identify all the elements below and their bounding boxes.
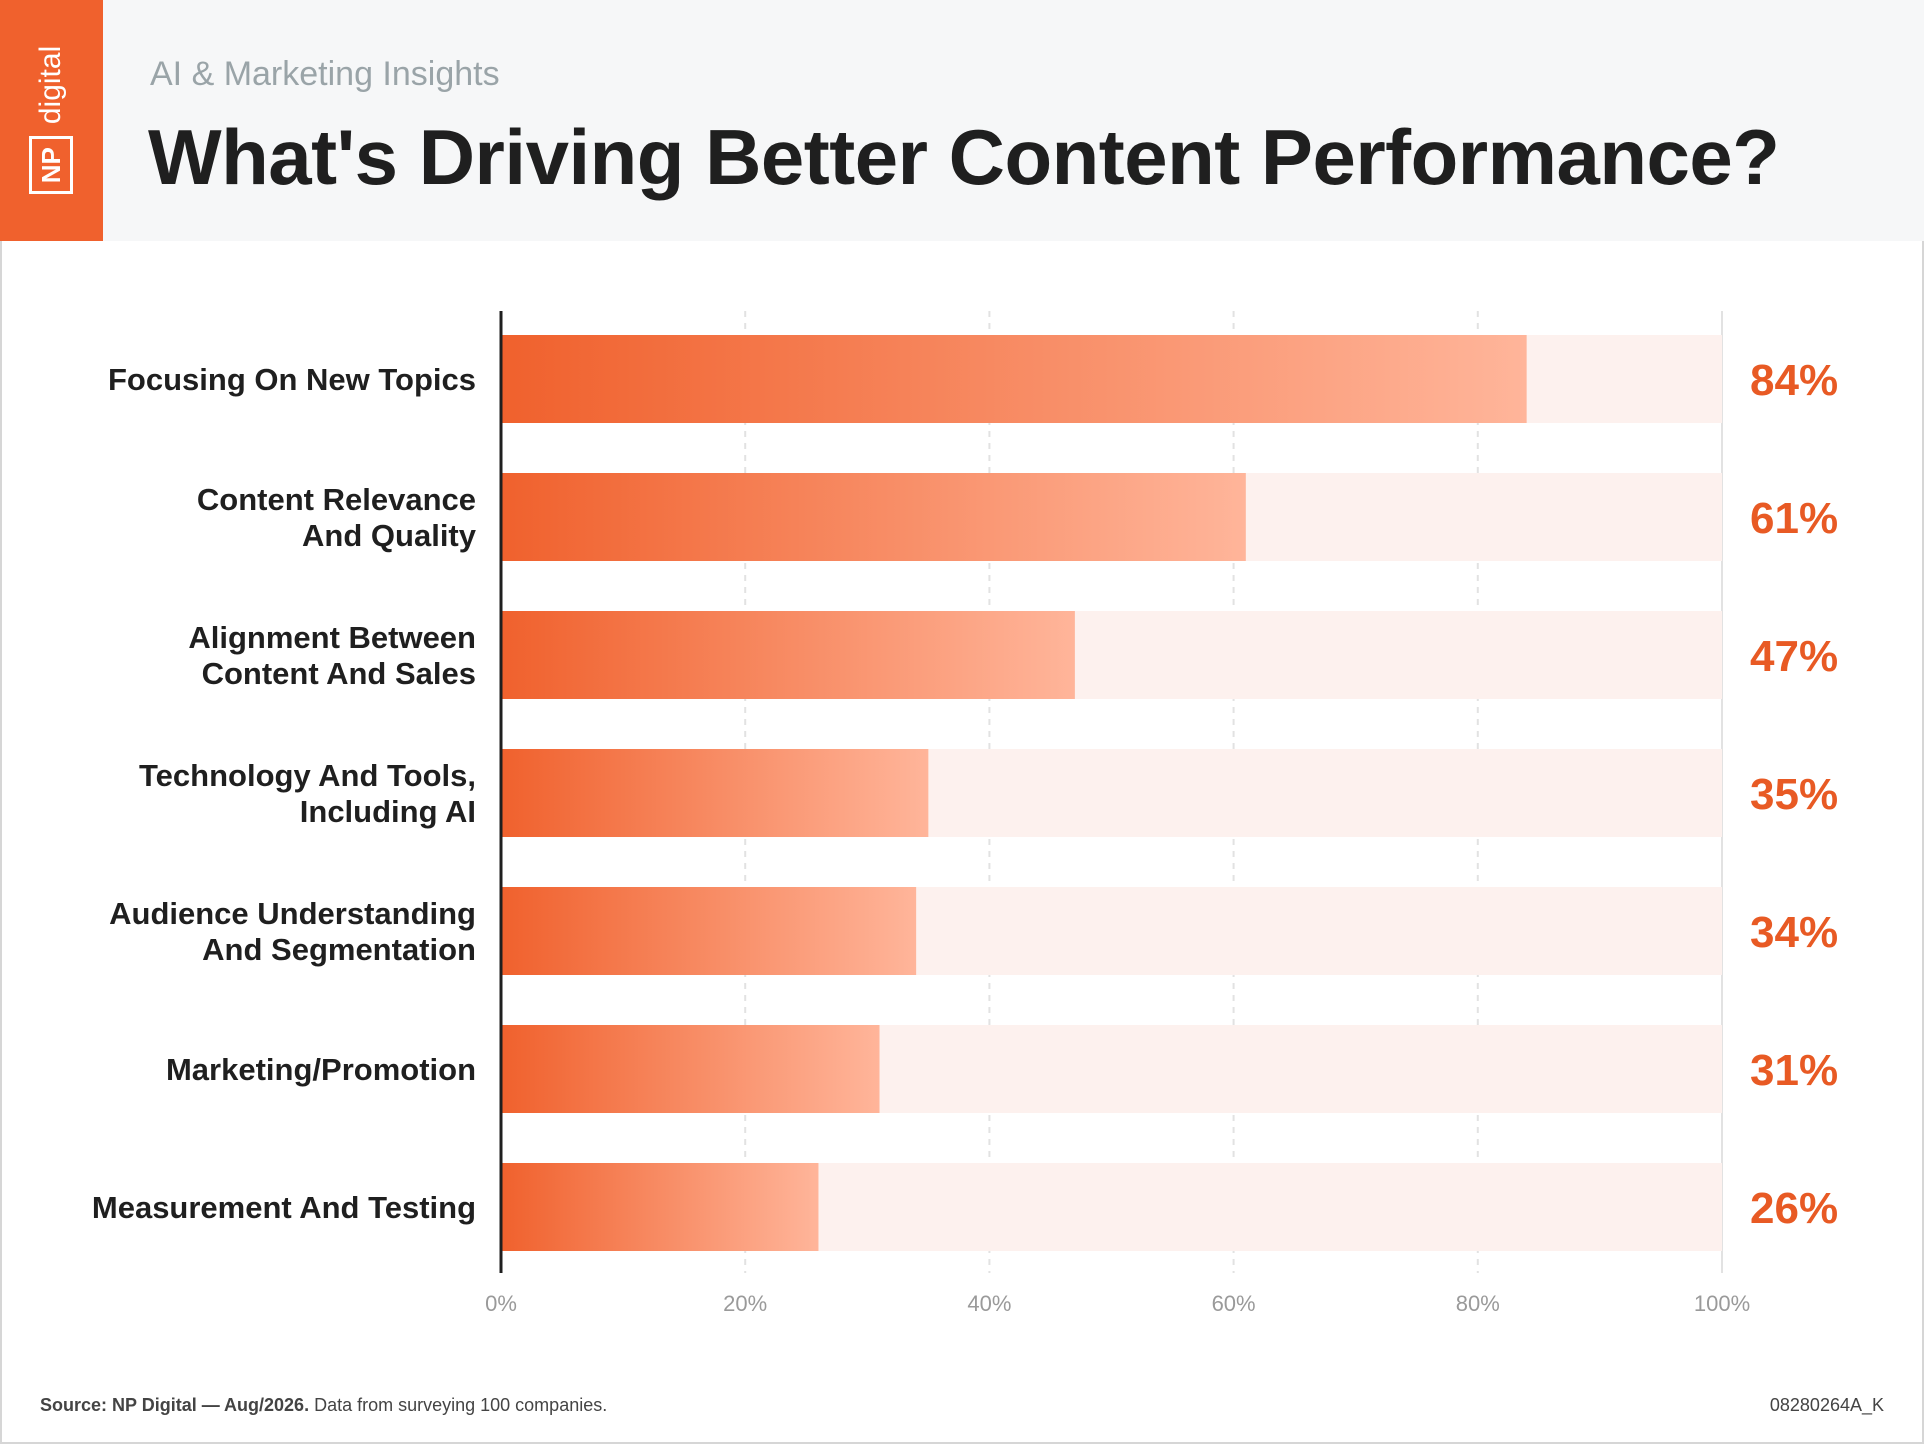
x-tick-label: 40%: [967, 1291, 1011, 1316]
category-label: And Quality: [302, 518, 477, 553]
x-tick-label: 60%: [1212, 1291, 1256, 1316]
logo-digital-text: digital: [34, 45, 67, 125]
bar: [501, 1163, 819, 1251]
category-label: Measurement And Testing: [92, 1190, 476, 1225]
page-subtitle: AI & Marketing Insights: [150, 55, 500, 93]
x-tick-label: 20%: [723, 1291, 767, 1316]
value-label: 31%: [1750, 1046, 1838, 1095]
category-label: And Segmentation: [202, 932, 476, 967]
category-label: Focusing On New Topics: [108, 362, 476, 397]
value-label: 61%: [1750, 494, 1838, 543]
value-label: 47%: [1750, 632, 1838, 681]
header: NP digital AI & Marketing Insights What'…: [0, 0, 1924, 241]
value-label: 84%: [1750, 356, 1838, 405]
bar: [501, 1025, 880, 1113]
graphic-code: 08280264A_K: [1769, 1395, 1884, 1415]
source-label: Source: NP Digital — Aug/2026.: [40, 1395, 310, 1415]
value-label: 26%: [1750, 1184, 1838, 1233]
x-tick-label: 0%: [485, 1291, 517, 1316]
source-detail: Data from surveying 100 companies.: [309, 1395, 608, 1415]
category-label: Content Relevance: [197, 482, 476, 517]
category-label: Including AI: [300, 794, 476, 829]
bar: [501, 611, 1075, 699]
category-label: Alignment Between: [188, 620, 476, 655]
x-tick-label: 100%: [1694, 1291, 1750, 1316]
category-label: Technology And Tools,: [139, 758, 476, 793]
bar: [501, 473, 1246, 561]
logo-np-mark: NP: [29, 136, 73, 195]
source-note: Source: NP Digital — Aug/2026. Data from…: [40, 1395, 607, 1416]
page-title: What's Driving Better Content Performanc…: [148, 113, 1780, 201]
np-digital-logo: NP digital: [0, 0, 103, 241]
category-label: Content And Sales: [202, 656, 476, 691]
value-label: 35%: [1750, 770, 1838, 819]
x-tick-label: 80%: [1456, 1291, 1500, 1316]
category-label: Marketing/Promotion: [166, 1052, 476, 1087]
bar-chart: 0% 20% 40% 60% 80% 100% Focusing On New Topics…: [92, 311, 1838, 1316]
bar: [501, 749, 929, 837]
bar: [501, 335, 1527, 423]
bar: [501, 887, 917, 975]
value-label: 34%: [1750, 908, 1838, 957]
category-label: Audience Understanding: [109, 896, 476, 931]
